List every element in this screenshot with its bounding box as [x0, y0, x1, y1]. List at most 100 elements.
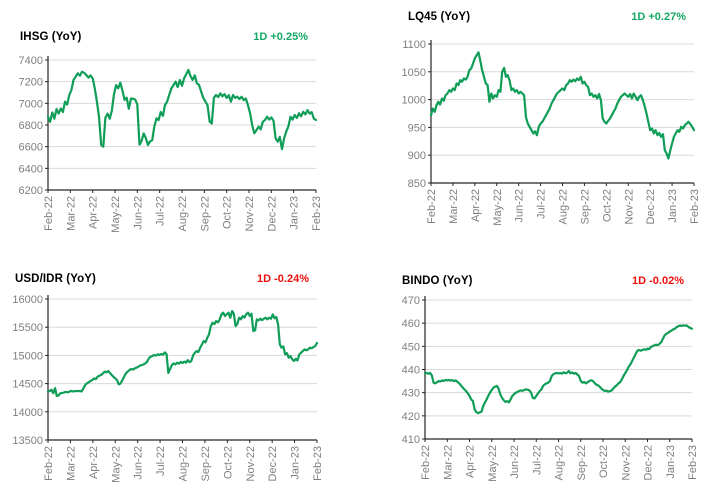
x-tick-label: Mar-22 [448, 189, 460, 224]
y-tick-label: 13500 [12, 435, 43, 447]
series-line [429, 51, 696, 160]
chart-title: LQ45 (YoY) [408, 11, 471, 23]
x-tick-label: Nov-22 [245, 446, 257, 481]
x-tick-label: Feb-23 [689, 189, 698, 224]
x-tick-label: Aug-22 [558, 189, 570, 224]
x-tick-label: Apr-22 [465, 445, 477, 478]
y-tick-label: 7400 [19, 55, 43, 67]
x-axis-labels: Feb-22 Mar-22 Apr-22 May-22 Jun-22 Jul-22 Aug-… [420, 445, 696, 482]
x-tick-label: Jan-23 [665, 445, 677, 479]
series-line [46, 310, 319, 398]
y-tick-label: 410 [402, 434, 420, 446]
chart-ihsg: IHSG (YoY) 1D +0.25% 7400 7200 7000 6800 660… [8, 26, 320, 236]
y-gridlines [425, 299, 692, 417]
y-tick-label: 16000 [12, 294, 43, 306]
y-tick-label: 460 [402, 318, 420, 330]
y-tick-label: 850 [408, 178, 426, 190]
x-tick-label: May-22 [110, 196, 122, 233]
chart-bindo: BINDO (YoY) 1D -0.02% 470 460 450 440 430 420… [385, 270, 696, 485]
y-tick-label: 950 [408, 122, 426, 134]
x-tick-label: Sep-22 [199, 196, 211, 231]
y-tick-label: 430 [402, 388, 420, 400]
y-axis-labels: 470 460 450 440 430 420 410 [402, 295, 420, 446]
y-tick-label: 14000 [12, 407, 43, 419]
x-tick-label: Jun-22 [133, 446, 145, 480]
y-tick-label: 7000 [19, 98, 43, 110]
x-tick-label: Feb-23 [311, 196, 320, 231]
daily-change-badge: 1D +0.25% [253, 31, 308, 43]
x-axis-labels: Feb-22 Mar-22 Apr-22 May-22 Jun-22 Jul-22 Aug-… [43, 446, 321, 483]
y-tick-label: 14500 [12, 379, 43, 391]
y-axis-labels: 16000 15500 15000 14500 14000 13500 [12, 294, 43, 447]
y-tick-label: 440 [402, 365, 420, 377]
x-tick-label: Feb-22 [420, 445, 432, 480]
chart-header: BINDO (YoY) 1D -0.02% [385, 270, 696, 292]
x-axis-labels: Feb-22 Mar-22 Apr-22 May-22 Jun-22 Jul-22 Aug-… [426, 189, 698, 226]
plot-axes [45, 295, 318, 443]
x-tick-label: Jan-23 [289, 196, 301, 230]
x-tick-label: Mar-22 [65, 446, 77, 481]
x-tick-label: Oct-22 [222, 196, 234, 229]
series-line [423, 324, 694, 415]
x-tick-label: Feb-23 [687, 445, 696, 480]
x-tick-label: Dec-22 [267, 446, 279, 481]
x-tick-label: May-22 [492, 189, 504, 226]
x-tick-label: Jan-23 [667, 189, 679, 223]
chart-header: IHSG (YoY) 1D +0.25% [8, 26, 320, 48]
x-tick-label: Apr-22 [88, 196, 100, 229]
chart-header: USD/IDR (YoY) 1D -0.24% [8, 268, 321, 290]
y-tick-label: 15500 [12, 322, 43, 334]
plot-axes [422, 296, 693, 442]
x-tick-label: Jun-22 [132, 196, 144, 230]
x-tick-label: Sep-22 [200, 446, 212, 481]
y-gridlines [431, 43, 694, 156]
x-tick-label: Aug-22 [554, 445, 566, 480]
x-tick-label: Dec-22 [266, 196, 278, 231]
chart-title: IHSG (YoY) [20, 31, 82, 43]
x-tick-label: Jun-22 [509, 445, 521, 479]
x-tick-label: Oct-22 [222, 446, 234, 479]
y-tick-label: 470 [402, 295, 420, 307]
x-tick-label: Aug-22 [177, 196, 189, 231]
x-tick-label: Feb-22 [43, 446, 55, 481]
y-tick-label: 1100 [402, 39, 426, 51]
chart-title: BINDO (YoY) [402, 275, 473, 287]
x-tick-label: Jan-23 [290, 446, 302, 480]
x-tick-label: Jul-22 [536, 189, 548, 219]
x-tick-label: Sep-22 [579, 189, 591, 224]
y-tick-label: 6600 [19, 142, 43, 154]
x-tick-label: Apr-22 [470, 189, 482, 222]
x-tick-label: Apr-22 [88, 446, 100, 479]
x-tick-label: Mar-22 [65, 196, 77, 231]
daily-change-badge: 1D -0.24% [257, 273, 309, 285]
y-tick-label: 1000 [402, 95, 426, 107]
chart-lq45: LQ45 (YoY) 1D +0.27% 1100 1050 1000 950 900 8… [391, 6, 698, 229]
x-tick-label: Oct-22 [601, 189, 613, 222]
x-tick-label: Mar-22 [442, 445, 454, 480]
y-tick-label: 900 [408, 150, 426, 162]
y-tick-label: 420 [402, 411, 420, 423]
y-gridlines [48, 298, 317, 413]
y-tick-label: 450 [402, 341, 420, 353]
x-tick-label: Jul-22 [155, 196, 167, 226]
x-tick-label: Jul-22 [155, 446, 167, 476]
x-tick-label: Aug-22 [178, 446, 190, 481]
y-axis-labels: 1100 1050 1000 950 900 850 [402, 39, 426, 190]
x-tick-label: Jun-22 [514, 189, 526, 223]
series-line [46, 68, 318, 151]
y-tick-label: 6400 [19, 163, 43, 175]
x-tick-label: May-22 [487, 445, 499, 482]
x-tick-label: Feb-22 [43, 196, 55, 231]
x-tick-label: Nov-22 [620, 445, 632, 480]
y-tick-label: 6200 [19, 185, 43, 197]
daily-change-badge: 1D -0.02% [632, 275, 684, 287]
x-tick-label: May-22 [110, 446, 122, 483]
x-tick-label: Dec-22 [645, 189, 657, 224]
x-tick-label: Feb-23 [312, 446, 321, 481]
y-axis-labels: 7400 7200 7000 6800 6600 6400 6200 [19, 55, 43, 197]
